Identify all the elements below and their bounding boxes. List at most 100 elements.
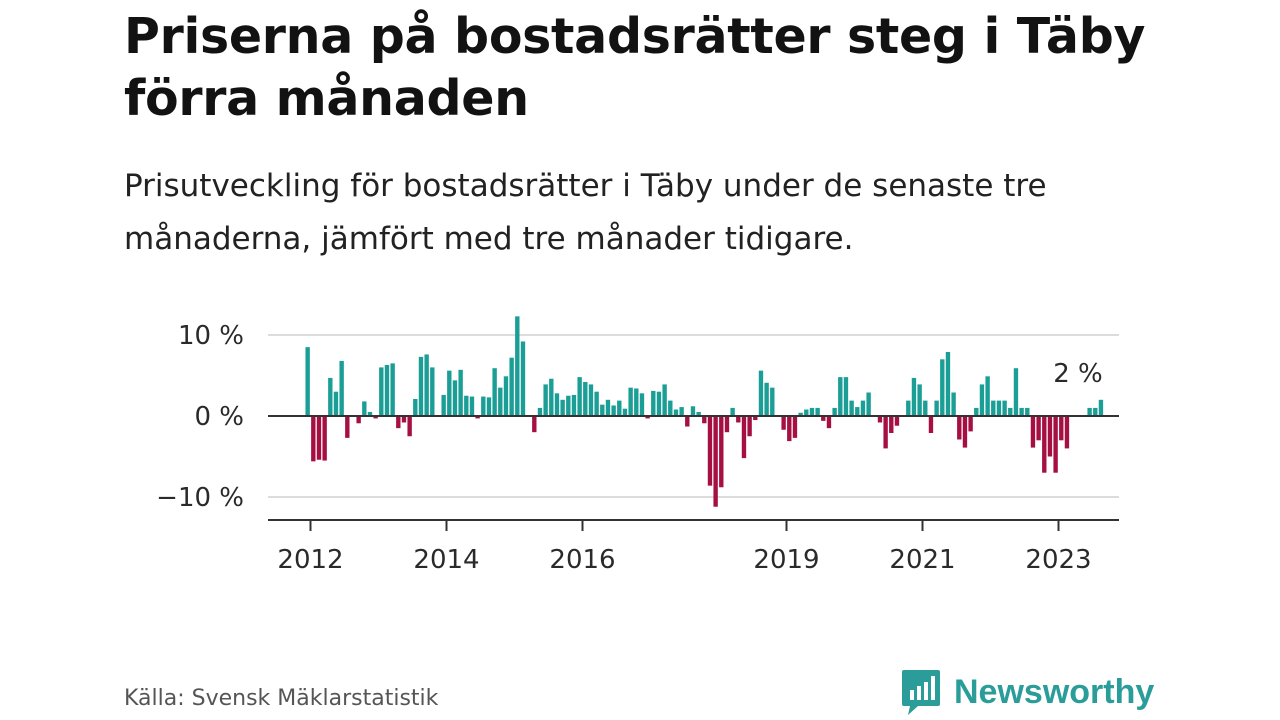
- bar: [333, 391, 339, 416]
- bar: [832, 407, 837, 416]
- bar: [543, 384, 548, 416]
- bar: [413, 398, 418, 416]
- bar: [356, 416, 361, 424]
- bar: [475, 416, 480, 419]
- bar: [974, 407, 979, 416]
- bar: [804, 409, 809, 416]
- bar: [724, 416, 730, 433]
- bar: [418, 356, 424, 416]
- bar: [1053, 416, 1058, 473]
- bar: [424, 354, 429, 416]
- bar: [600, 404, 605, 416]
- bar: [515, 316, 520, 416]
- bar: [894, 416, 900, 426]
- bar: [934, 400, 939, 416]
- bar: [855, 407, 860, 416]
- bar: [486, 397, 492, 416]
- bar: [566, 395, 571, 416]
- bar: [628, 387, 633, 416]
- x-tick-label: 2016: [549, 545, 615, 575]
- bar: [401, 416, 407, 423]
- bar: [662, 384, 667, 416]
- gridlines: [268, 334, 1119, 498]
- bar: [866, 392, 871, 416]
- bar: [458, 369, 463, 416]
- y-tick-label: 0 %: [194, 402, 244, 432]
- bar: [685, 416, 690, 427]
- bar: [940, 359, 945, 416]
- bar: [809, 407, 815, 416]
- bar: [679, 407, 684, 416]
- bar: [787, 416, 792, 442]
- bar: [707, 416, 713, 486]
- bar: [622, 408, 628, 416]
- bar: [605, 399, 611, 416]
- bar: [492, 368, 497, 416]
- bar: [860, 400, 866, 416]
- bar: [1002, 400, 1007, 416]
- bar: [917, 384, 922, 416]
- bar: [328, 377, 333, 416]
- bar: [781, 416, 786, 430]
- newsworthy-logo: Newsworthy: [900, 668, 1154, 716]
- bar: [911, 377, 917, 416]
- bar: [362, 401, 367, 416]
- bar: [1064, 416, 1070, 449]
- x-tick-label: 2019: [753, 545, 819, 575]
- bar: [305, 347, 310, 416]
- bar: [452, 380, 458, 416]
- bar: [532, 416, 537, 433]
- bar: [611, 405, 616, 416]
- bar: [702, 416, 707, 424]
- bar: [617, 400, 622, 416]
- bar: [673, 409, 679, 416]
- bar: [690, 406, 696, 416]
- chart-title: Priserna på bostadsrätter steg i Täby fö…: [124, 8, 1146, 127]
- bar: [520, 341, 526, 416]
- bar: [1025, 407, 1030, 416]
- bar: [373, 416, 378, 419]
- bar: [815, 407, 820, 416]
- bar: [379, 367, 384, 416]
- bar: [945, 352, 951, 416]
- bar: [1042, 416, 1047, 473]
- chart-subtitle: Prisutveckling för bostadsrätter i Täby …: [124, 168, 1047, 257]
- bar: [843, 377, 849, 416]
- bar: [571, 394, 577, 416]
- bar: [753, 416, 758, 421]
- x-tick-label: 2012: [277, 545, 343, 575]
- bars: [305, 316, 1104, 507]
- y-tick-label: −10 %: [156, 483, 244, 513]
- bar: [923, 400, 928, 416]
- bar: [509, 357, 514, 416]
- bar: [1087, 407, 1092, 416]
- bar: [447, 370, 452, 416]
- bar: [996, 400, 1002, 416]
- bar: [962, 416, 968, 448]
- bar: [928, 416, 934, 434]
- bar: [849, 400, 854, 416]
- bar: [594, 391, 599, 416]
- bar: [1093, 407, 1098, 416]
- bar: [991, 400, 996, 416]
- bar: [554, 393, 560, 416]
- bar: [367, 411, 373, 416]
- y-axis-ticks: 10 % 0 % −10 %: [156, 321, 244, 513]
- bar: [339, 360, 344, 416]
- bar: [1047, 416, 1053, 457]
- bar: [951, 392, 956, 416]
- bar: [311, 416, 316, 462]
- y-tick-label: 10 %: [178, 321, 244, 351]
- last-value-label: 2 %: [1053, 359, 1103, 389]
- bar: [651, 390, 656, 416]
- bar: [656, 391, 662, 416]
- bar: [696, 411, 701, 416]
- bar: [889, 416, 894, 434]
- bar: [498, 387, 503, 416]
- bar: [430, 367, 435, 416]
- bar: [390, 363, 395, 416]
- bar: [560, 399, 565, 416]
- bar: [985, 376, 990, 416]
- bar: [877, 416, 883, 423]
